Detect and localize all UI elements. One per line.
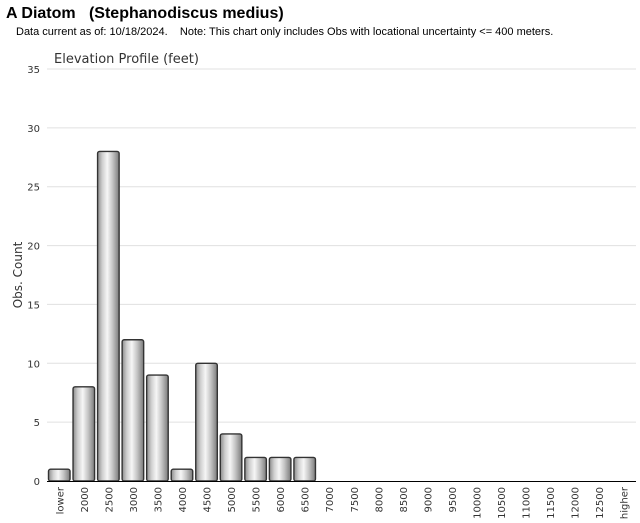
x-tick-label: 9500 [448, 487, 459, 512]
x-tick-label: 7500 [350, 487, 361, 512]
x-tick-label: 3500 [153, 487, 164, 512]
bar-5000 [219, 433, 243, 482]
x-tick-label: 2000 [80, 487, 91, 512]
y-tick-label: 30 [27, 124, 40, 135]
bar-3000 [121, 339, 145, 482]
x-tick-label: lower [55, 486, 66, 514]
x-tick-label: 10500 [497, 487, 508, 519]
x-tick-label: 12500 [595, 487, 606, 519]
y-tick-label: 10 [27, 359, 40, 370]
x-tick-label: 4500 [203, 487, 214, 512]
bar-lower [47, 468, 71, 482]
x-tick-label: 2500 [104, 487, 115, 512]
x-tick-label: 7000 [325, 487, 336, 512]
x-tick-label: 10000 [472, 487, 483, 519]
x-tick-label: 6000 [276, 487, 287, 512]
chart-title: Elevation Profile (feet) [54, 52, 199, 67]
bar-2500 [96, 150, 120, 482]
x-tick-label: 11000 [522, 487, 533, 519]
y-tick-label: 5 [34, 418, 40, 429]
y-tick-label: 15 [27, 300, 40, 311]
x-tick-label: 5000 [227, 487, 238, 512]
x-tick-label: 12000 [571, 487, 582, 519]
x-tick-labels: lower 2000 2500 3000 3500 4000 4500 5000 5500 600… [55, 486, 630, 519]
y-tick-label: 35 [27, 65, 40, 76]
bar-4500 [195, 362, 218, 482]
x-tick-label: 11500 [546, 487, 557, 519]
x-tick-label: 4000 [178, 487, 189, 512]
bar-3500 [145, 374, 169, 482]
y-tick-label: 25 [27, 183, 40, 194]
note-text: Note: This chart only includes Obs with … [179, 26, 554, 38]
x-tick-label: 8500 [399, 487, 410, 512]
x-tick-label: higher [620, 486, 631, 519]
grid-lines [47, 68, 636, 423]
y-tick-label: 0 [34, 477, 40, 488]
x-tick-label: 9000 [423, 487, 434, 512]
y-tick-labels: 0 5 10 15 20 25 30 35 [27, 65, 40, 488]
data-current-text: Data current as of: 10/18/2024. [16, 26, 168, 38]
y-axis-label: Obs. Count [11, 241, 25, 308]
bar-4000 [170, 468, 194, 482]
bar-2000 [72, 386, 96, 482]
y-tick-label: 20 [27, 242, 40, 253]
x-tick-label: 3000 [129, 487, 140, 512]
page-title: A Diatom (Stephanodiscus medius) [6, 5, 284, 22]
bars [47, 150, 317, 482]
bar-5500 [244, 456, 268, 482]
x-tick-label: 6500 [301, 487, 312, 512]
x-tick-label: 5500 [252, 487, 263, 512]
bar-6500 [293, 456, 317, 482]
x-tick-label: 8000 [374, 487, 385, 512]
bar-6000 [268, 456, 292, 482]
chart-subtitle: Data current as of: 10/18/2024. Note: Th… [16, 26, 553, 38]
